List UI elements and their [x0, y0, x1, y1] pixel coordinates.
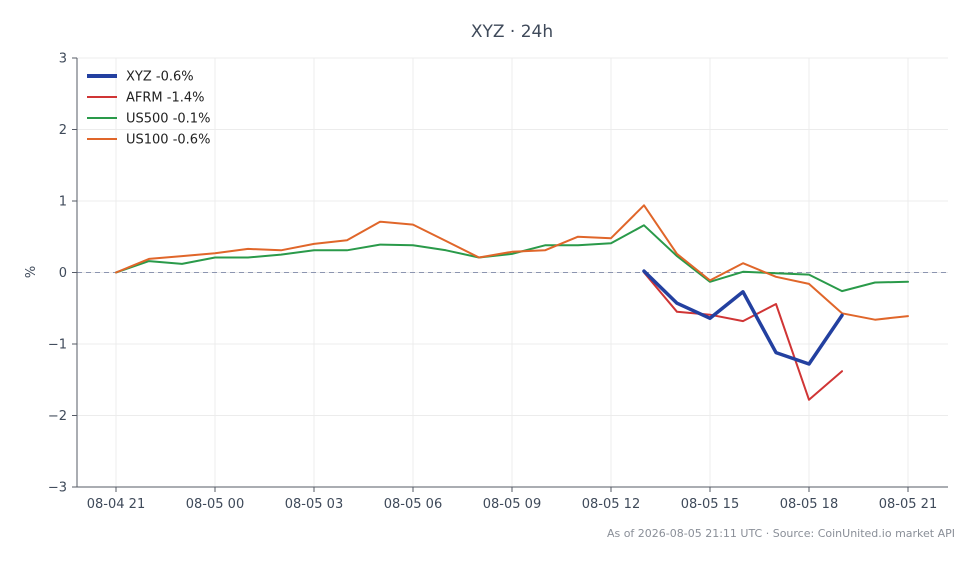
y-tick-label: 0 — [59, 266, 67, 281]
legend-label-us100: US100 -0.6% — [126, 133, 210, 148]
y-tick-label: 3 — [59, 52, 67, 67]
series-lines — [115, 204, 909, 401]
series-line-afrm — [643, 271, 843, 401]
footer-note: As of 2026-08-05 21:11 UTC · Source: Coi… — [607, 527, 955, 540]
x-tick-label: 08-05 03 — [285, 497, 343, 512]
legend-label-us500: US500 -0.1% — [126, 112, 210, 127]
y-tick-label: −3 — [48, 481, 67, 496]
legend-label-xyz: XYZ -0.6% — [126, 70, 194, 85]
x-tick-label: 08-05 18 — [780, 497, 838, 512]
x-tick-label: 08-05 12 — [582, 497, 640, 512]
chart-title: XYZ · 24h — [471, 22, 553, 42]
x-tick-label: 08-05 21 — [879, 497, 937, 512]
y-axis-label: % — [24, 266, 39, 278]
y-tick-label: −2 — [48, 409, 67, 424]
series-line-us500 — [115, 224, 909, 293]
x-tick-label: 08-05 00 — [186, 497, 244, 512]
y-tick-label: 1 — [59, 195, 67, 210]
series-line-us100 — [115, 204, 909, 321]
x-tick-label: 08-05 06 — [384, 497, 442, 512]
x-tick-label: 08-05 15 — [681, 497, 739, 512]
x-tick-label: 08-04 21 — [87, 497, 145, 512]
series-line-xyz — [642, 269, 844, 366]
y-tick-label: 2 — [59, 123, 67, 138]
x-ticks: 08-04 21 08-05 00 08-05 03 08-05 06 08-05 09… — [87, 487, 937, 512]
x-tick-label: 08-05 09 — [483, 497, 541, 512]
y-tick-label: −1 — [48, 338, 67, 353]
legend-label-afrm: AFRM -1.4% — [126, 91, 204, 106]
y-ticks: 3 2 1 0 −1 −2 −3 — [48, 52, 77, 496]
legend: XYZ -0.6% AFRM -1.4% US500 -0.1% US100 -0.6… — [87, 70, 210, 148]
